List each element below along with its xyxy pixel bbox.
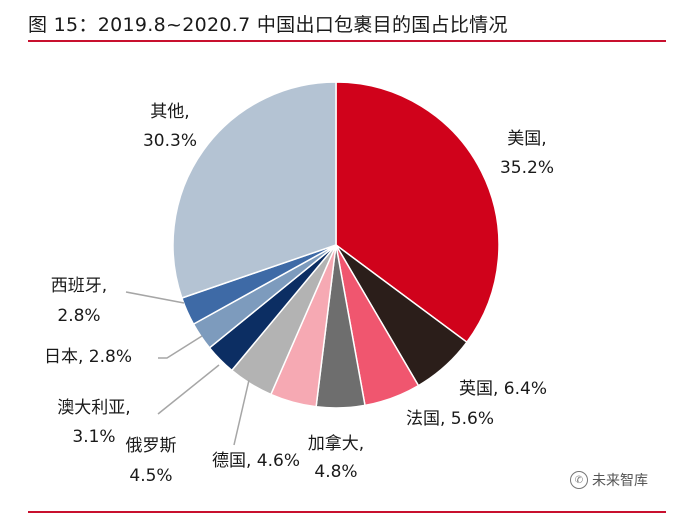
slice-label-3: 法国, 5.6% <box>406 409 494 429</box>
pie-slice-10 <box>172 81 337 299</box>
slice-value-4: 4.8% <box>314 462 357 482</box>
slice-label-7: 澳大利亚, <box>57 398 130 418</box>
slice-label-1: 美国, <box>507 129 546 149</box>
title-divider <box>28 40 666 42</box>
slice-label-4: 加拿大, <box>308 433 364 454</box>
slice-label-6: 俄罗斯 <box>126 436 177 456</box>
slice-value-9: 2.8% <box>57 306 100 326</box>
leader-line-9 <box>125 291 185 304</box>
slice-label-2: 英国, 6.4% <box>459 379 547 399</box>
watermark-text: 未来智库 <box>592 473 648 489</box>
footer-divider <box>28 511 666 513</box>
slice-value-1: 35.2% <box>500 158 554 178</box>
slice-label-5: 德国, 4.6% <box>212 451 300 471</box>
slice-value-7: 3.1% <box>72 427 115 447</box>
pie-slice-1 <box>335 81 500 344</box>
slice-label-10: 其他, <box>150 102 189 122</box>
leader-line-7 <box>157 364 220 415</box>
slice-value-6: 4.5% <box>129 466 172 486</box>
wechat-icon: ✆ <box>570 471 588 489</box>
watermark: ✆ 未来智库 <box>570 470 648 490</box>
slice-label-8: 日本, 2.8% <box>44 347 132 367</box>
leader-line-6 <box>233 379 250 446</box>
leader-line-8 <box>158 335 203 359</box>
slice-value-10: 30.3% <box>143 131 197 151</box>
slice-label-9: 西班牙, <box>51 276 107 296</box>
chart-title: 图 15：2019.8~2020.7 中国出口包裹目的国占比情况 <box>28 14 508 36</box>
